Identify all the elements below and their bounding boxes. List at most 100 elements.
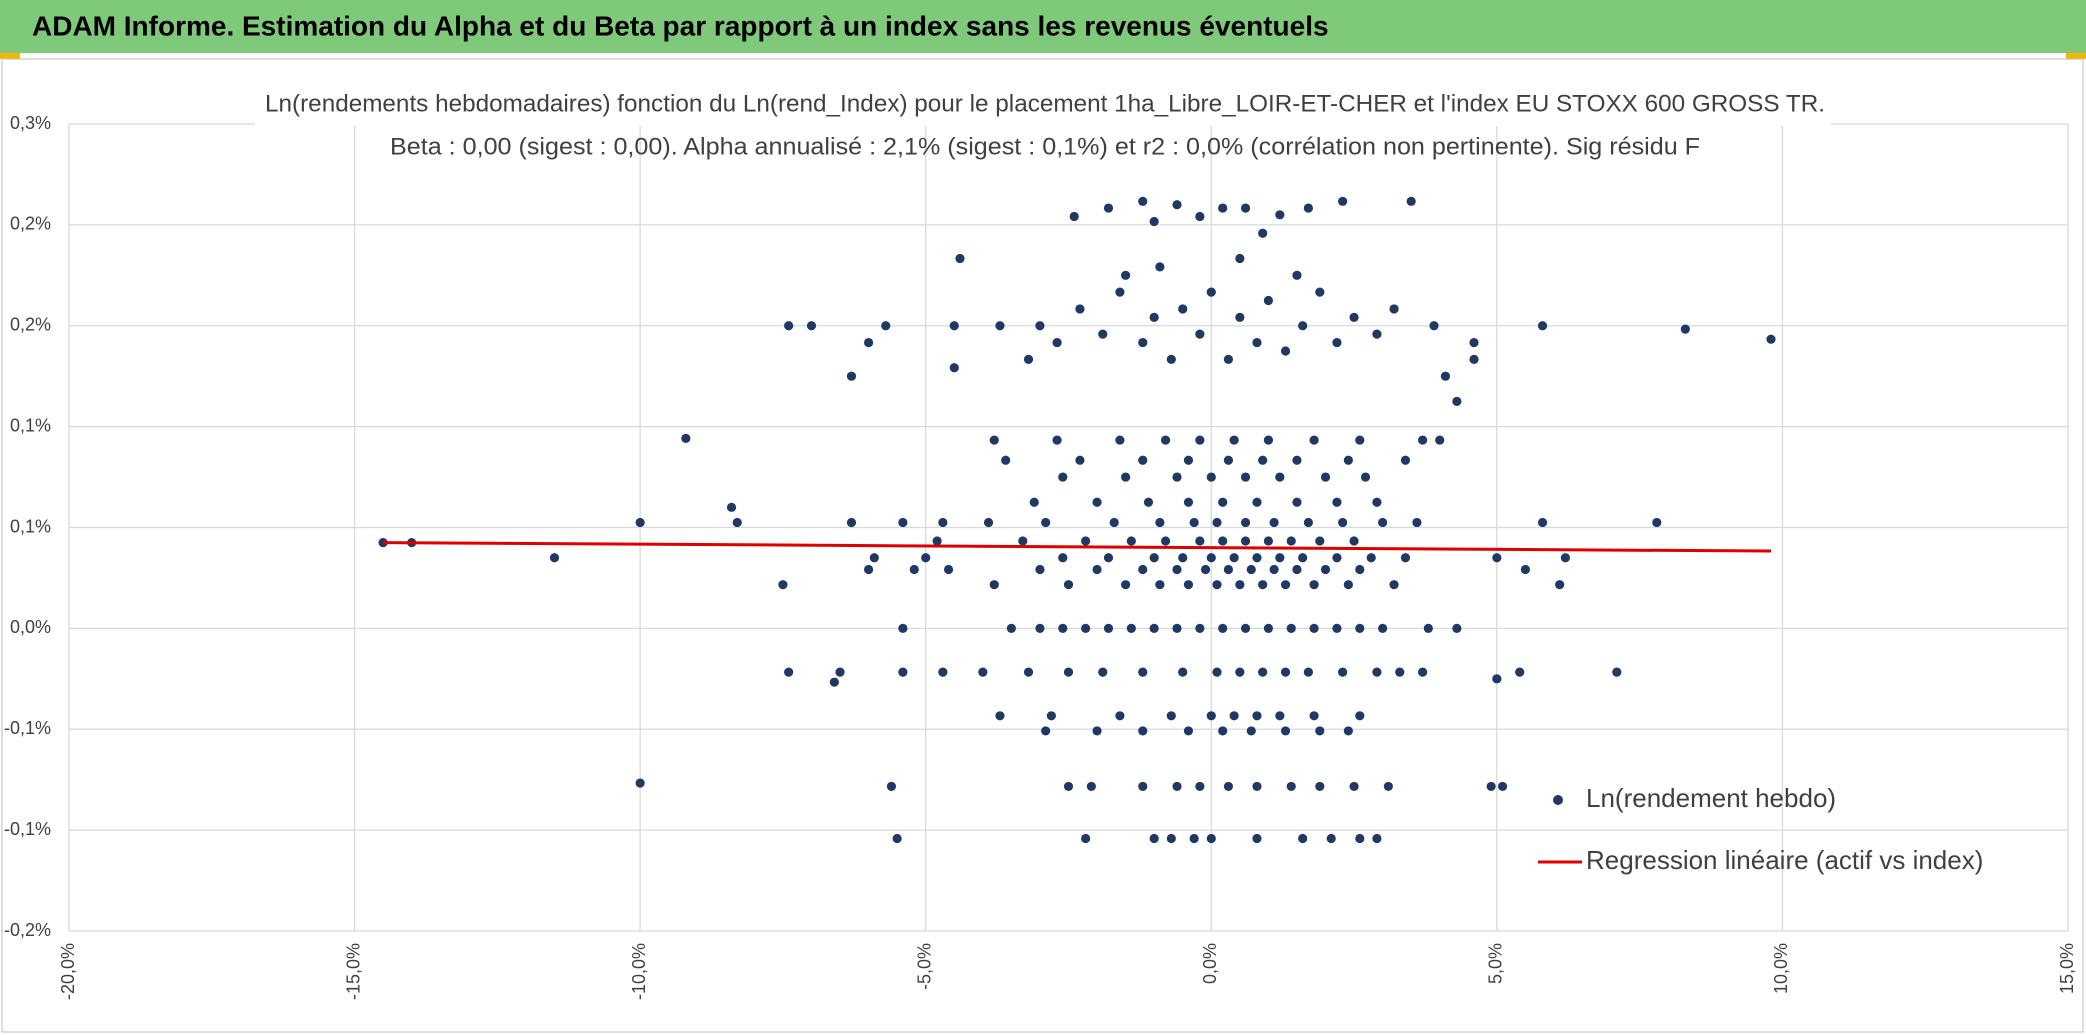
scatter-point <box>1103 203 1114 213</box>
scatter-point <box>1258 455 1268 465</box>
scatter-point <box>1166 833 1176 844</box>
scatter-point <box>1166 711 1176 721</box>
scatter-point <box>1303 667 1313 677</box>
scatter-point <box>1195 781 1205 792</box>
scatter-point <box>1035 321 1045 331</box>
scatter-point <box>1355 711 1365 721</box>
scatter-point <box>1286 623 1296 633</box>
scatter-point <box>1309 711 1319 721</box>
scatter-point <box>1378 517 1388 528</box>
scatter-point <box>1400 455 1411 465</box>
scatter-point <box>1298 553 1308 563</box>
x-tick-label: -5,0% <box>914 943 934 990</box>
scatter-point <box>1189 517 1199 528</box>
scatter-point <box>1389 304 1399 314</box>
legend-label: Ln(rendement hebdo) <box>1586 783 1836 813</box>
scatter-point <box>1269 564 1279 575</box>
scatter-point <box>1469 354 1479 364</box>
scatter-point <box>1355 623 1365 633</box>
scatter-point <box>1275 210 1285 220</box>
scatter-point <box>1075 304 1085 314</box>
scatter-point <box>1046 711 1056 721</box>
x-tick-label: -20,0% <box>58 943 78 1000</box>
scatter-point <box>898 667 908 677</box>
scatter-point <box>1195 536 1205 546</box>
scatter-point <box>1218 623 1228 633</box>
scatter-point <box>1252 337 1262 348</box>
scatter-point <box>778 580 788 590</box>
scatter-point <box>1240 536 1251 546</box>
scatter-point <box>1680 324 1690 334</box>
scatter-point <box>1309 435 1319 445</box>
scatter-point <box>1652 517 1662 528</box>
scatter-point <box>1263 623 1273 633</box>
scatter-point <box>1155 262 1165 272</box>
corner-mark <box>2066 53 2086 59</box>
scatter-point <box>864 337 874 348</box>
scatter-point <box>1452 623 1462 633</box>
scatter-point <box>1275 711 1285 721</box>
chart-border <box>1 58 2084 1033</box>
scatter-point <box>1440 371 1451 381</box>
scatter-point <box>1218 726 1228 736</box>
y-tick-label: 0,3% <box>10 113 51 133</box>
scatter-point <box>978 667 988 677</box>
scatter-point <box>1195 329 1205 339</box>
scatter-point <box>1332 623 1342 633</box>
scatter-point <box>1355 564 1365 575</box>
scatter-point <box>995 711 1005 721</box>
scatter-point <box>1223 781 1234 792</box>
scatter-point <box>1098 329 1108 339</box>
scatter-point <box>949 321 959 331</box>
scatter-point <box>1423 623 1433 633</box>
scatter-point <box>1223 354 1234 364</box>
scatter-point <box>1252 553 1262 563</box>
scatter-point <box>1418 667 1428 677</box>
scatter-point <box>1537 321 1548 331</box>
scatter-point <box>1229 435 1239 445</box>
scatter-point <box>1292 564 1302 575</box>
y-tick-label: 0,1% <box>10 516 51 536</box>
scatter-point <box>1115 287 1125 297</box>
scatter-point <box>1497 781 1508 792</box>
scatter-point <box>1395 667 1405 677</box>
scatter-point <box>681 433 691 443</box>
scatter-point <box>1332 337 1342 348</box>
scatter-point <box>1280 726 1291 736</box>
corner-mark <box>0 53 20 59</box>
scatter-point <box>1172 781 1182 792</box>
scatter-point <box>1023 667 1034 677</box>
scatter-point <box>1218 203 1228 213</box>
y-tick-label: -0,2% <box>4 920 51 940</box>
scatter-point <box>1315 726 1325 736</box>
scatter-point <box>932 536 942 546</box>
scatter-point <box>835 667 845 677</box>
scatter-point <box>1406 196 1416 206</box>
scatter-point <box>1429 321 1439 331</box>
scatter-point <box>869 553 879 563</box>
regression-line <box>383 541 1772 553</box>
scatter-point <box>1280 346 1291 356</box>
scatter-point <box>1537 517 1548 528</box>
scatter-point <box>1252 833 1262 844</box>
scatter-point <box>1178 304 1188 314</box>
scatter-point <box>909 564 919 575</box>
scatter-point <box>1372 329 1382 339</box>
chart-title: Ln(rendements hebdomadaires) fonction du… <box>265 90 1825 117</box>
scatter-point <box>1149 312 1159 322</box>
scatter-point <box>1275 553 1285 563</box>
scatter-point <box>784 321 794 331</box>
y-tick-label: 0,2% <box>10 214 51 234</box>
scatter-point <box>989 435 999 445</box>
scatter-point <box>898 517 908 528</box>
scatter-point <box>1149 553 1159 563</box>
scatter-point <box>1189 833 1199 844</box>
scatter-point <box>1121 472 1131 482</box>
scatter-point <box>1149 216 1159 227</box>
scatter-point <box>1315 781 1325 792</box>
x-tick-label: 0,0% <box>1200 943 1220 984</box>
scatter-point <box>1098 667 1108 677</box>
scatter-point <box>1023 354 1034 364</box>
